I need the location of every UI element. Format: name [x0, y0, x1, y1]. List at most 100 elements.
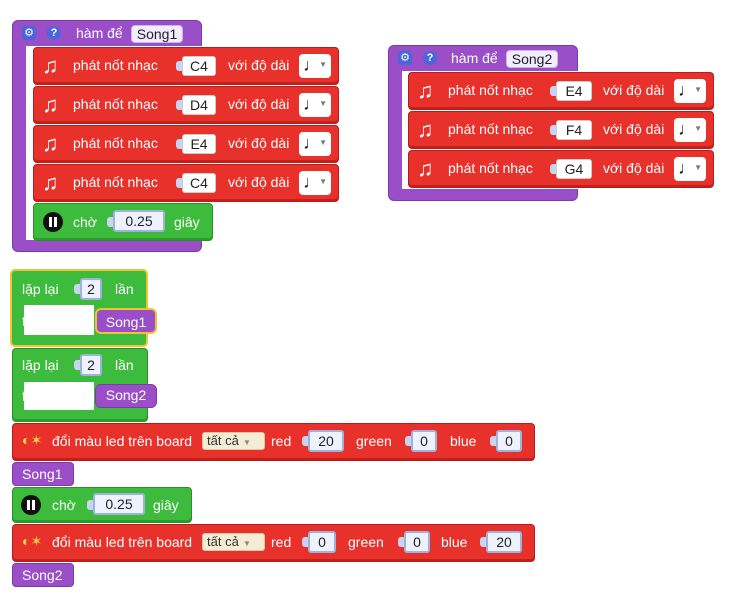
led-icon: ◐✶ [22, 533, 43, 549]
input-plug [550, 164, 556, 174]
pause-bar [32, 500, 35, 510]
repeat-count-input[interactable]: 2 [80, 278, 102, 300]
seconds-label: giây [174, 214, 200, 230]
wait-label: chờ [52, 497, 76, 513]
duration-label: với độ dài [228, 174, 290, 190]
wait-seconds-input[interactable]: 0.25 [93, 493, 145, 515]
wait-label: chờ [73, 214, 97, 230]
input-plug [74, 360, 80, 370]
pause-bar [54, 217, 57, 227]
note-input[interactable]: C4 [182, 56, 216, 76]
red-value-input[interactable]: 20 [308, 430, 344, 452]
times-label: lần [115, 357, 134, 373]
repeat-label: lặp lại [22, 357, 59, 373]
call-label: Song2 [22, 567, 63, 583]
led-label: đổi màu led trên board [52, 433, 193, 449]
input-plug [550, 125, 556, 135]
chevron-down-icon: ▼ [694, 124, 702, 133]
note-input[interactable]: F4 [556, 120, 592, 140]
blue-value-input[interactable]: 0 [496, 430, 522, 452]
wait-block[interactable] [33, 203, 213, 241]
note-input[interactable]: E4 [182, 134, 216, 154]
red-label: red [271, 534, 292, 550]
led-target-dropdown[interactable]: tất cả ▼ [202, 533, 265, 551]
input-plug [480, 537, 486, 547]
duration-dropdown[interactable]: ♩ ▼ [674, 157, 706, 181]
music-note-icon: ♫ [42, 170, 59, 195]
call-song2-block[interactable]: Song2 [95, 384, 157, 408]
chevron-down-icon: ▼ [319, 138, 327, 147]
call-song2-statement[interactable] [12, 563, 74, 587]
note-input[interactable]: C4 [182, 173, 216, 193]
quarter-note-icon: ♩ [678, 80, 696, 100]
do-label: thực hiện [22, 313, 81, 329]
green-value-input[interactable]: 0 [404, 531, 430, 553]
function-name-field[interactable]: Song1 [131, 25, 183, 43]
note-input[interactable]: D4 [182, 95, 216, 115]
chevron-down-icon: ▼ [694, 85, 702, 94]
quarter-note-icon: ♩ [303, 172, 321, 192]
gear-icon[interactable]: ⚙ [398, 51, 412, 65]
note-input[interactable]: E4 [556, 81, 592, 101]
duration-dropdown[interactable]: ♩ ▼ [674, 79, 706, 103]
play-note-label: phát nốt nhạc [73, 174, 158, 190]
duration-label: với độ dài [228, 96, 290, 112]
play-note-label: phát nốt nhạc [448, 82, 533, 98]
gear-icon[interactable]: ⚙ [22, 26, 36, 40]
pause-bar [27, 500, 30, 510]
input-plug [490, 436, 496, 446]
input-plug [176, 100, 182, 110]
pause-bar [49, 217, 52, 227]
green-label: green [348, 534, 384, 550]
help-icon[interactable]: ? [47, 26, 61, 40]
led-color-block-2[interactable] [12, 524, 535, 562]
input-plug [398, 537, 404, 547]
music-note-icon: ♫ [42, 92, 59, 117]
repeat-body-slot [24, 382, 94, 410]
do-label: thực hiện [22, 388, 81, 404]
call-song1-statement[interactable] [12, 462, 74, 486]
duration-label: với độ dài [603, 121, 665, 137]
pause-icon [21, 495, 41, 515]
chevron-down-icon: ▼ [319, 177, 327, 186]
duration-dropdown[interactable]: ♩ ▼ [299, 93, 331, 117]
duration-dropdown[interactable]: ♩ ▼ [299, 171, 331, 195]
duration-dropdown[interactable]: ♩ ▼ [299, 132, 331, 156]
led-color-block-1[interactable] [12, 423, 535, 461]
repeat-count-input[interactable]: 2 [80, 354, 102, 376]
repeat-label: lặp lại [22, 281, 59, 297]
seconds-label: giây [153, 497, 179, 513]
function-header-label: hàm để [451, 50, 498, 66]
music-note-icon: ♫ [417, 78, 434, 103]
play-note-label: phát nốt nhạc [73, 96, 158, 112]
chevron-down-icon: ▼ [319, 99, 327, 108]
music-note-icon: ♫ [417, 117, 434, 142]
duration-dropdown[interactable]: ♩ ▼ [299, 54, 331, 78]
input-plug [176, 139, 182, 149]
input-plug [405, 436, 411, 446]
led-target-dropdown[interactable]: tất cả ▼ [202, 432, 265, 450]
play-note-label: phát nốt nhạc [448, 121, 533, 137]
repeat-body-slot [24, 305, 94, 335]
input-plug [176, 178, 182, 188]
red-value-input[interactable]: 0 [308, 531, 336, 553]
note-input[interactable]: G4 [556, 159, 592, 179]
input-plug [302, 537, 308, 547]
duration-dropdown[interactable]: ♩ ▼ [674, 118, 706, 142]
wait-seconds-input[interactable]: 0.25 [113, 210, 165, 232]
help-icon[interactable]: ? [423, 51, 437, 65]
function-name-field[interactable]: Song2 [506, 50, 558, 68]
duration-label: với độ dài [603, 160, 665, 176]
music-note-icon: ♫ [42, 53, 59, 78]
blue-value-input[interactable]: 20 [486, 531, 522, 553]
duration-label: với độ dài [228, 135, 290, 151]
green-value-input[interactable]: 0 [411, 430, 437, 452]
call-song1-block[interactable]: Song1 [95, 308, 157, 334]
led-target-value: tất cả [207, 433, 239, 448]
quarter-note-icon: ♩ [303, 94, 321, 114]
input-plug [74, 284, 80, 294]
led-target-value: tất cả [207, 534, 239, 549]
input-plug [550, 86, 556, 96]
function-header-label: hàm để [76, 25, 123, 41]
red-label: red [271, 433, 292, 449]
